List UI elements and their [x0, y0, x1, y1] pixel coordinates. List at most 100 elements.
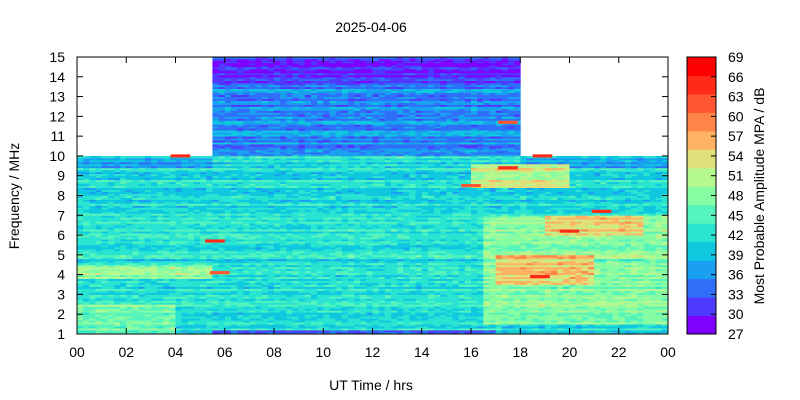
heatmap-cell	[520, 306, 527, 309]
heatmap-cell	[138, 302, 146, 305]
heatmap-cell	[471, 292, 478, 295]
heatmap-cell	[434, 330, 441, 333]
heatmap-cell	[661, 312, 668, 315]
heatmap-cell	[335, 296, 343, 299]
heatmap-cell	[157, 316, 164, 319]
heatmap-cell	[200, 320, 207, 323]
heatmap-cell	[126, 302, 133, 305]
heatmap-cell	[280, 326, 287, 329]
heatmap-cell	[526, 326, 533, 329]
heatmap-cell	[144, 320, 152, 323]
heatmap-cell	[255, 332, 263, 334]
heatmap-cell	[507, 296, 515, 299]
heatmap-cell	[631, 312, 638, 315]
heatmap-cell	[77, 316, 84, 319]
heatmap-cell	[255, 296, 263, 299]
heatmap-cell	[138, 314, 146, 317]
heatmap-cell	[520, 294, 527, 297]
heatmap-cell	[655, 312, 663, 315]
heatmap-cell	[329, 332, 336, 334]
heatmap-cell	[335, 300, 343, 303]
heatmap-cell	[501, 324, 509, 327]
heatmap-cell	[606, 302, 613, 305]
heatmap-cell	[304, 288, 312, 291]
heatmap-cell	[212, 312, 219, 315]
heatmap-cell	[120, 310, 127, 313]
heatmap-cell	[637, 302, 644, 305]
heatmap-cell	[138, 304, 146, 307]
heatmap-cell	[495, 332, 503, 334]
heatmap-cell	[581, 296, 589, 299]
heatmap-cell	[495, 316, 503, 319]
heatmap-cell	[649, 328, 657, 331]
heatmap-cell	[643, 318, 650, 321]
heatmap-cell	[169, 310, 176, 313]
heatmap-cell	[200, 296, 207, 299]
heatmap-cell	[212, 330, 219, 333]
heatmap-cell	[193, 322, 201, 325]
heatmap-cell	[575, 310, 583, 313]
heatmap-cell	[551, 328, 558, 331]
heatmap-cell	[526, 306, 533, 309]
heatmap-cell	[440, 312, 447, 315]
heatmap-cell	[83, 324, 90, 327]
heatmap-cell	[298, 324, 306, 327]
heatmap-cell	[477, 328, 484, 331]
heatmap-cell	[317, 294, 324, 297]
heatmap-cell	[643, 316, 650, 319]
heatmap-cell	[624, 318, 632, 321]
heatmap-cell	[661, 294, 668, 297]
heatmap-cell	[126, 286, 133, 289]
heatmap-cell	[415, 296, 423, 299]
heatmap-cell	[218, 328, 226, 331]
heatmap-cell	[218, 304, 226, 307]
heatmap-cell	[612, 288, 620, 291]
heatmap-cell	[495, 302, 503, 305]
heatmap-cell	[440, 328, 447, 331]
heatmap-cell	[440, 302, 447, 305]
heatmap-cell	[280, 308, 287, 311]
heatmap-cell	[514, 322, 521, 325]
heatmap-cell	[421, 320, 429, 323]
heatmap-cell	[464, 294, 472, 297]
heatmap-cell	[594, 328, 601, 331]
heatmap-cell	[193, 294, 201, 297]
heatmap-cell	[575, 320, 583, 323]
heatmap-cell	[649, 300, 657, 303]
heatmap-cell	[341, 302, 349, 305]
heatmap-cell	[144, 322, 152, 325]
heatmap-cell	[618, 302, 626, 305]
heatmap-cell	[507, 308, 515, 311]
heatmap-cell	[107, 324, 115, 327]
heatmap-cell	[292, 310, 300, 313]
heatmap-cell	[83, 288, 90, 291]
heatmap-cell	[551, 304, 558, 307]
heatmap-cell	[120, 300, 127, 303]
heatmap-cell	[434, 288, 441, 291]
heatmap-cell	[132, 328, 139, 331]
heatmap-cell	[458, 294, 466, 297]
heatmap-cell	[403, 302, 410, 305]
heatmap-cell	[440, 326, 447, 329]
heatmap-cell	[218, 318, 226, 321]
heatmap-cell	[310, 304, 318, 307]
heatmap-cell	[551, 292, 558, 295]
heatmap-cell	[193, 290, 201, 293]
heatmap-cell	[526, 310, 533, 313]
heatmap-cell	[218, 306, 226, 309]
heatmap-cell	[169, 332, 176, 334]
heatmap-cell	[594, 308, 601, 311]
heatmap-cell	[544, 298, 552, 301]
heatmap-cell	[286, 302, 293, 305]
heatmap-cell	[655, 326, 663, 329]
heatmap-cell	[200, 292, 207, 295]
heatmap-cell	[341, 292, 349, 295]
heatmap-cell	[261, 302, 269, 305]
heatmap-cell	[286, 330, 293, 333]
heatmap-cell	[581, 316, 589, 319]
heatmap-cell	[113, 322, 121, 325]
heatmap-cell	[421, 324, 429, 327]
heatmap-cell	[267, 308, 275, 311]
heatmap-cell	[347, 324, 355, 327]
heatmap-cell	[298, 298, 306, 301]
